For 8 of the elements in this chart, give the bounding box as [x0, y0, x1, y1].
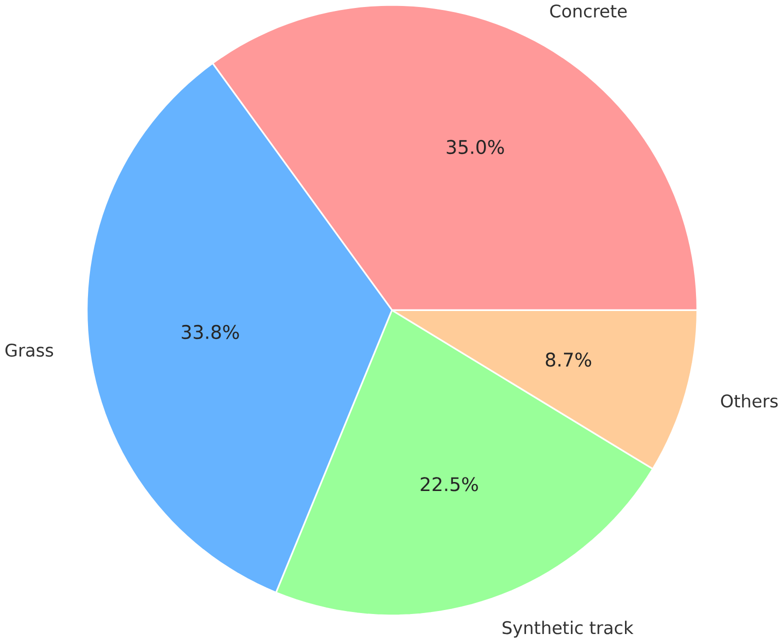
- data-label: 8.7%: [546, 352, 592, 367]
- slice-label: Others: [721, 394, 778, 408]
- slice-label: Synthetic track: [502, 620, 634, 638]
- data-label: 35.0%: [446, 140, 504, 154]
- data-label: 22.5%: [420, 477, 478, 492]
- data-label: 33.8%: [182, 324, 239, 340]
- slice-label: Concrete: [550, 4, 627, 18]
- slice-label: Grass: [5, 344, 54, 357]
